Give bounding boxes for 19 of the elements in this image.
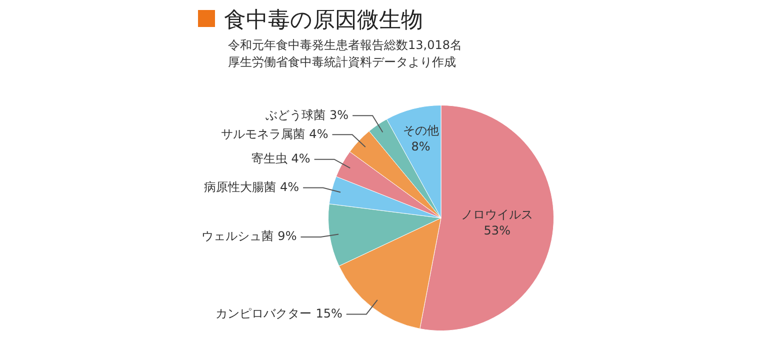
slice-label: ぶどう球菌 bbox=[266, 108, 326, 122]
data-label: 53% bbox=[484, 223, 510, 238]
slice-label: その他 bbox=[402, 123, 439, 138]
text: 厚生労働省食中毒統計資料データより作成 bbox=[228, 54, 457, 71]
slice-label: サルモネラ属菌 bbox=[221, 126, 306, 141]
data-label: 4% bbox=[291, 151, 310, 166]
slice-label: ノロウイルス bbox=[461, 207, 534, 222]
data-label: 4% bbox=[309, 126, 328, 141]
chart-subtitle: 令和元年食中毒発生患者報告総数13,018名 bbox=[228, 37, 462, 54]
data-label: 15% bbox=[316, 306, 342, 320]
slice-label: 寄生虫 bbox=[251, 151, 288, 166]
chart-title: 食中毒の原因微生物 bbox=[224, 7, 423, 35]
data-label: 9% bbox=[278, 229, 297, 244]
slice-label: カンピロバクター bbox=[216, 306, 312, 320]
data-label: 4% bbox=[280, 180, 300, 194]
slice-label: 病原性大腸菌 bbox=[204, 180, 276, 194]
slice-label: ウェルシュ菌 bbox=[202, 229, 274, 244]
data-label: 8% bbox=[411, 139, 430, 154]
data-label: 3% bbox=[330, 108, 349, 122]
